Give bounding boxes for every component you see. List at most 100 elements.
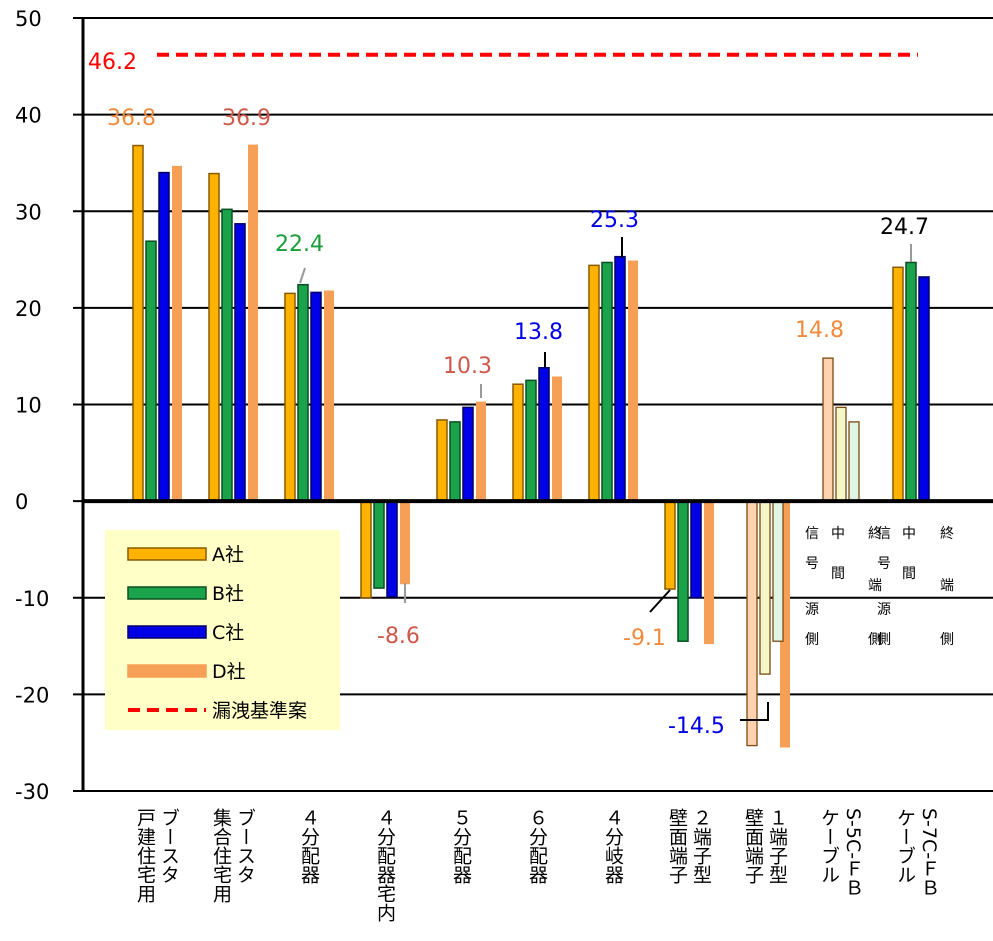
legend-label: D社: [212, 661, 246, 683]
bar: [324, 290, 334, 502]
category-label: １端子型: [766, 808, 788, 884]
legend-swatch: [127, 664, 207, 678]
data-label: -9.1: [623, 626, 666, 651]
data-label: 13.8: [514, 320, 563, 345]
y-tick-label: -30: [15, 780, 49, 804]
category-label: 壁面端子: [742, 808, 764, 884]
bar: [436, 419, 448, 502]
legend-label: 漏洩基準案: [212, 700, 307, 722]
bar: [512, 383, 524, 502]
legend-swatch: [127, 625, 207, 639]
cable-position-label: 側: [868, 632, 882, 648]
bar: [221, 208, 233, 502]
bar: [892, 266, 904, 502]
category-label: ブースタ: [234, 808, 256, 884]
bar: [476, 401, 486, 502]
cable-position-label: 信: [877, 526, 891, 542]
data-label: 24.7: [880, 215, 929, 240]
y-tick-label: 30: [15, 200, 42, 224]
bar: [234, 223, 246, 502]
cable-position-label: 間: [902, 566, 916, 582]
category-label: ５分配器: [450, 808, 472, 884]
legend-label: B社: [212, 583, 244, 605]
legend-label: C社: [212, 622, 244, 644]
y-tick-label: 50: [15, 7, 42, 31]
bar: [628, 260, 638, 502]
cable-position-label: 終: [940, 526, 954, 542]
legend-label: A社: [212, 544, 244, 566]
bar: [310, 291, 322, 502]
category-label: ４分配器宅内: [374, 808, 396, 922]
data-label: -14.5: [668, 714, 725, 739]
category-label: ブースタ: [158, 808, 180, 884]
bar: [677, 500, 689, 642]
cable-position-label: 号: [877, 556, 891, 572]
bar: [664, 500, 676, 590]
cable-position-label: 側: [877, 632, 891, 648]
label-layer: 46.2 36.8 36.9 22.4 -8.6 10.3 13.8 25.3 -9.1 -14.…: [88, 50, 954, 922]
bar: [158, 171, 170, 502]
cable-bar: [848, 421, 860, 502]
leader-line: [649, 589, 671, 613]
bar: [449, 421, 461, 502]
data-label: 25.3: [590, 208, 639, 233]
cable-bar: [759, 500, 771, 675]
bar: [386, 500, 398, 598]
axis-layer: 50 40 30 20 10 0 -10 -20 -30: [15, 7, 993, 804]
bar: [373, 500, 385, 589]
y-tick-label: -20: [15, 683, 49, 707]
bar: [360, 500, 372, 599]
y-tick-label: 40: [15, 104, 42, 128]
leader-line: [740, 702, 769, 721]
cable-position-label: 中: [902, 526, 916, 542]
cable-position-label: 終: [868, 526, 882, 542]
category-label: S-5C-ＦＢ: [842, 808, 864, 897]
data-label: 36.8: [107, 106, 156, 131]
bar: [248, 144, 258, 502]
y-tick-label: 0: [15, 490, 28, 514]
cable-position-label: 源: [805, 602, 819, 618]
category-label: ２端子型: [690, 808, 712, 884]
y-tick-label: 20: [15, 297, 42, 321]
cable-position-label: 間: [831, 566, 845, 582]
bar: [132, 144, 144, 502]
bar: [704, 501, 714, 645]
bar: [552, 376, 562, 502]
bar: [172, 165, 182, 502]
bar: [400, 501, 410, 585]
category-label: ４分配器: [298, 808, 320, 884]
bar: [145, 240, 157, 502]
data-label: 14.8: [795, 318, 844, 343]
bar: [918, 276, 930, 502]
bar: [601, 261, 613, 502]
category-label: ４分岐器: [602, 808, 624, 884]
cable-position-label: 端: [940, 578, 954, 594]
y-tick-label: 10: [15, 394, 42, 418]
bar: [905, 261, 917, 502]
cable-position-label: 側: [805, 632, 819, 648]
category-label: 戸建住宅用: [134, 808, 156, 903]
bar: [780, 501, 790, 748]
category-label: ケーブル: [818, 808, 840, 884]
bar: [538, 367, 550, 502]
bar: [614, 255, 626, 502]
category-label: 壁面端子: [666, 808, 688, 884]
data-label: 46.2: [88, 50, 137, 75]
legend-swatch: [127, 586, 207, 600]
data-label: -8.6: [377, 624, 420, 649]
category-label: ケーブル: [894, 808, 916, 884]
bar: [690, 500, 702, 599]
cable-position-label: 端: [868, 578, 882, 594]
category-label: S-7C-ＦＢ: [918, 808, 940, 897]
bar: [462, 406, 474, 502]
bar: [525, 379, 537, 502]
bar: [208, 172, 220, 502]
cable-position-label: 側: [940, 632, 954, 648]
cable-bar: [822, 357, 834, 502]
bar: [588, 264, 600, 502]
y-tick-label: -10: [15, 587, 49, 611]
cable-bar: [746, 500, 758, 747]
cable-position-label: 信: [805, 526, 819, 542]
